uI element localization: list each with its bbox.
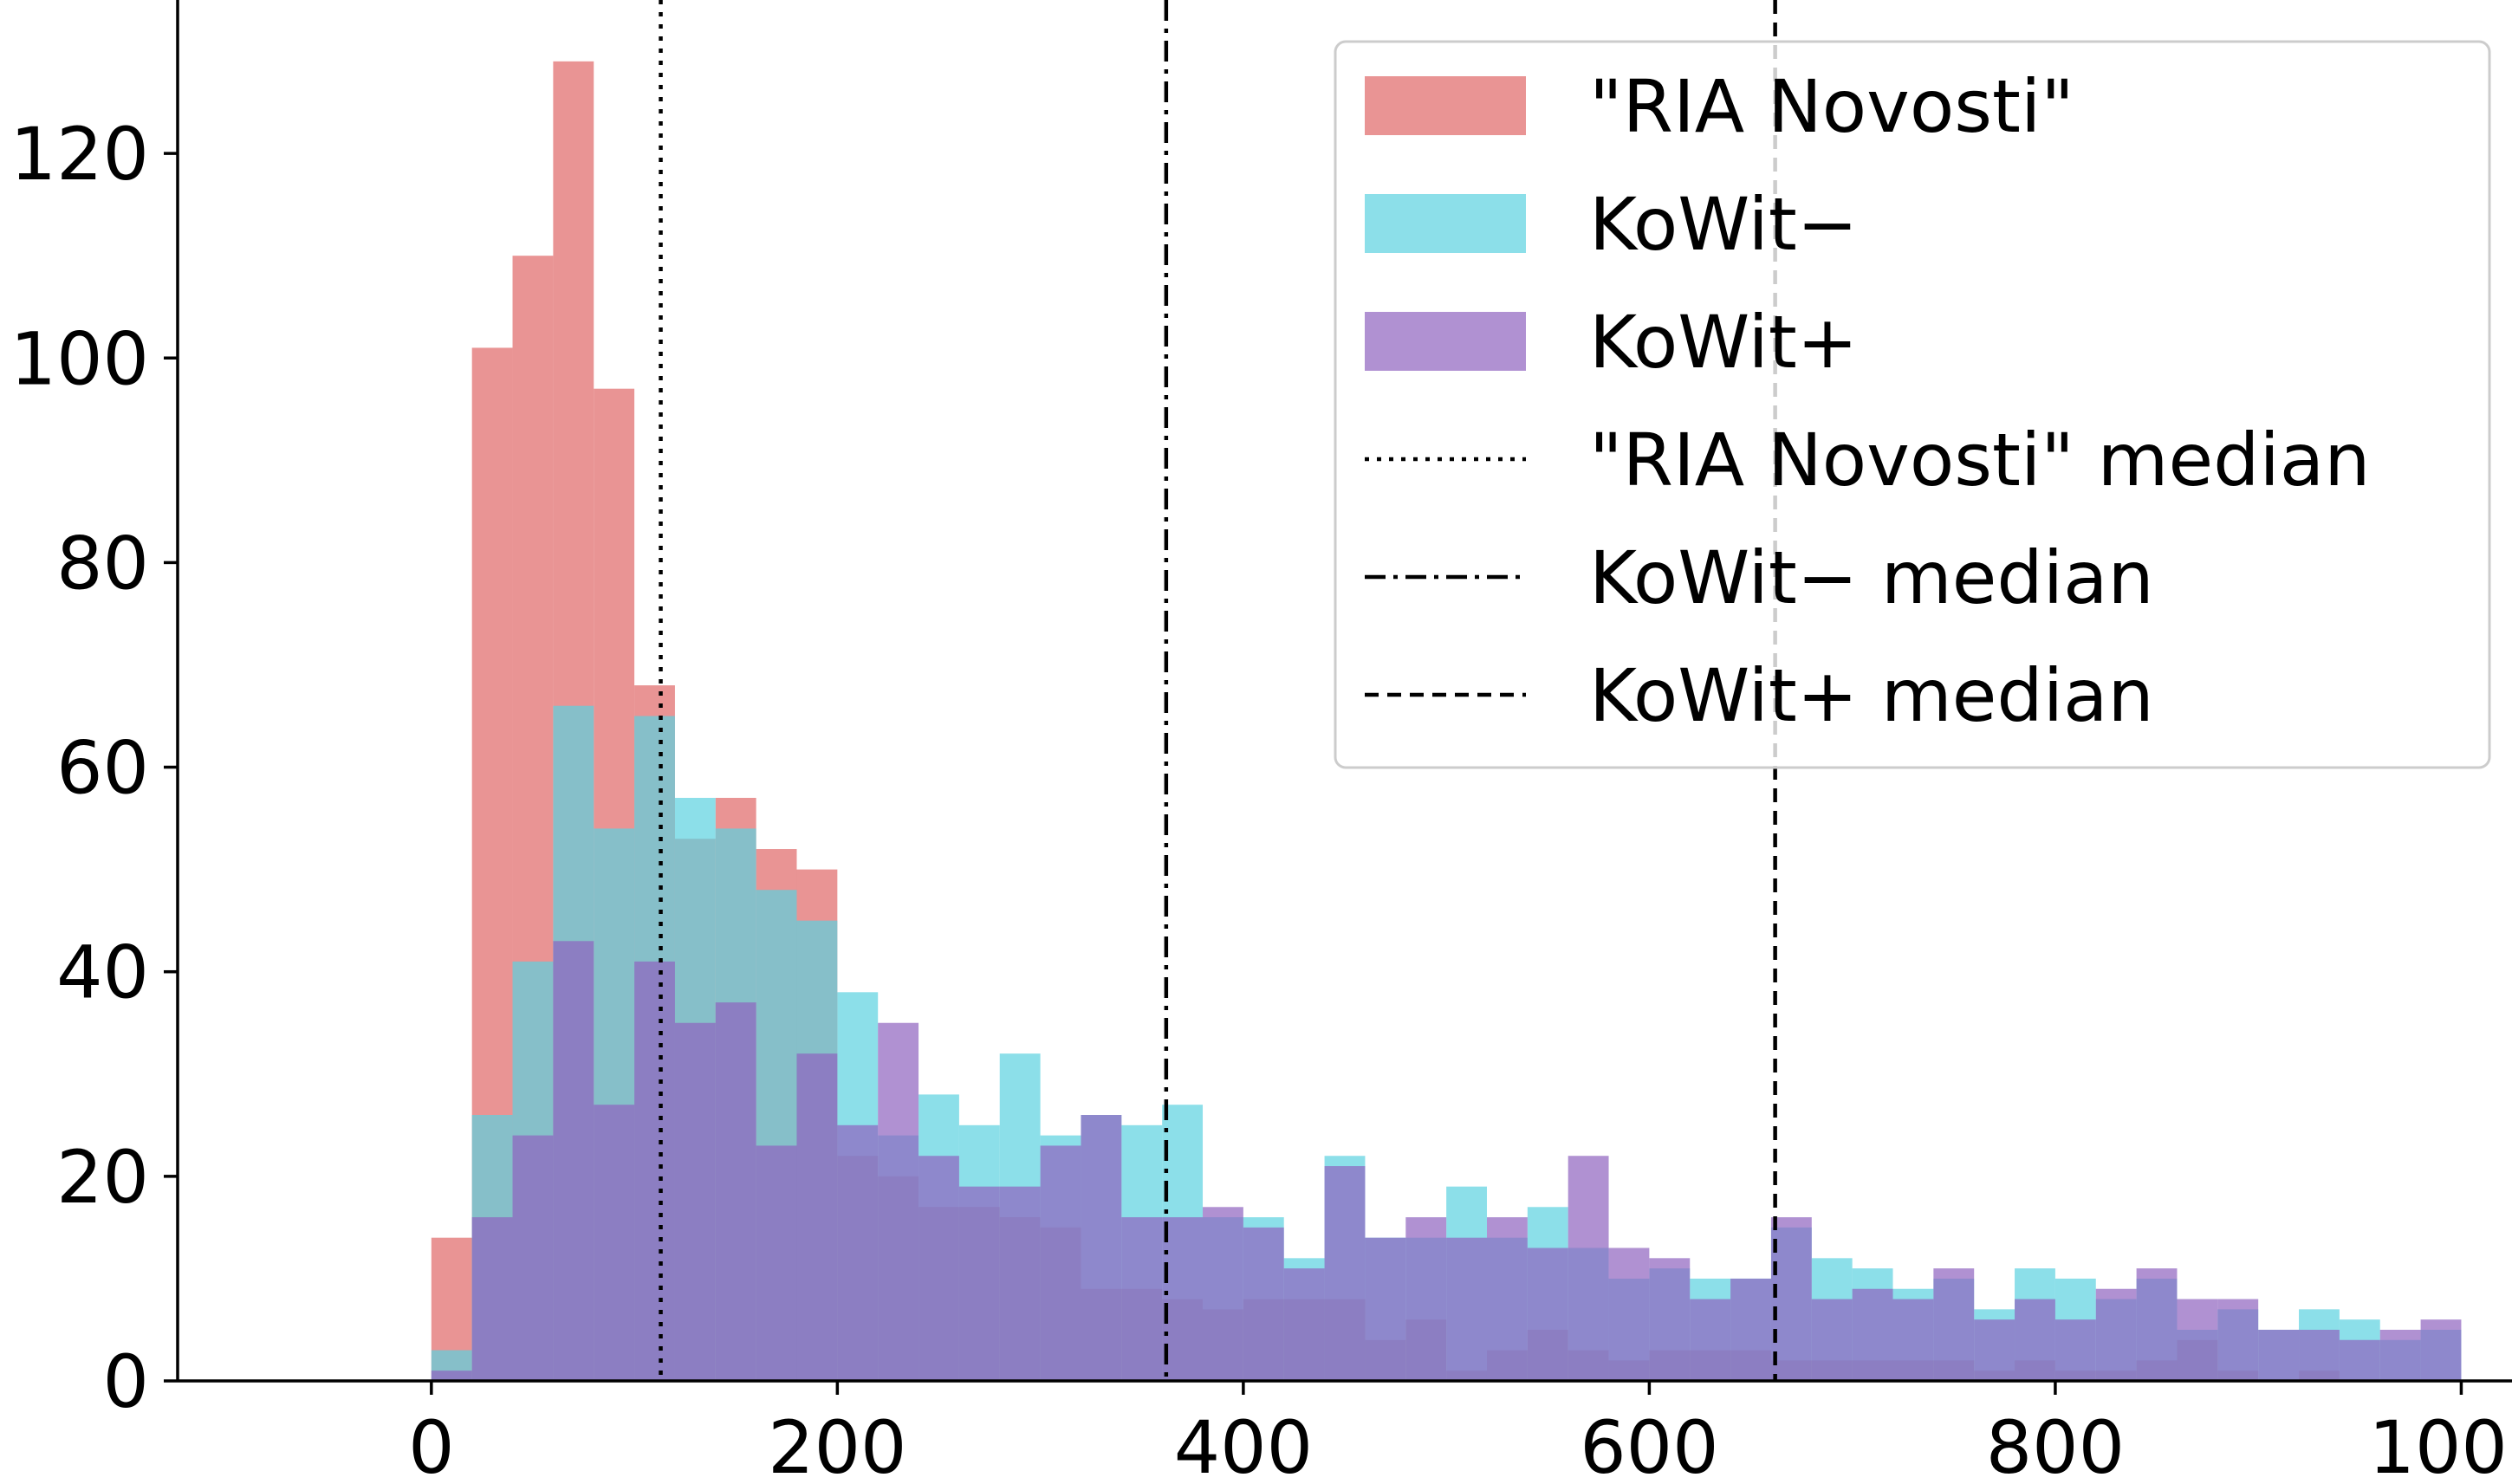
bar: [1974, 1319, 2015, 1381]
bar: [1568, 1156, 1609, 1381]
series-3-bars: [431, 941, 2462, 1381]
x-tick-label: 600: [1580, 1405, 1718, 1484]
x-tick-label: 800: [1986, 1405, 2125, 1484]
bar: [2299, 1329, 2340, 1381]
bar: [958, 1186, 1000, 1381]
bar: [1121, 1217, 1163, 1381]
legend-entry: KoWit−: [1365, 182, 1858, 267]
legend-entry: KoWit+ median: [1365, 653, 2154, 738]
bar: [1243, 1227, 1284, 1381]
legend-entry: KoWit+: [1365, 300, 1858, 385]
y-tick-label: 40: [56, 930, 149, 1015]
legend-swatch: [1365, 76, 1526, 135]
bar: [999, 1186, 1041, 1381]
bar: [1162, 1217, 1204, 1381]
legend-box: [1334, 40, 2491, 769]
bar: [2339, 1339, 2380, 1381]
bar: [553, 941, 594, 1381]
y-tick-label: 0: [103, 1339, 149, 1424]
y-tick-label: 20: [56, 1135, 149, 1220]
y-tick-label: 120: [10, 112, 149, 197]
bar: [2217, 1299, 2259, 1381]
bar: [1770, 1217, 1812, 1381]
legend: "RIA Novosti" KoWit− KoWit+ "RIA Novosti" m…: [1334, 40, 2491, 769]
bar: [918, 1156, 959, 1381]
bar: [756, 1145, 797, 1381]
bar: [796, 1053, 838, 1381]
bar: [2258, 1329, 2300, 1381]
bar: [878, 1022, 919, 1381]
legend-label: "RIA Novosti" median: [1589, 418, 2371, 502]
bar: [1203, 1207, 1243, 1381]
histogram-bars: [431, 61, 2462, 1381]
bar: [1690, 1299, 1731, 1381]
x-tick-label: 400: [1174, 1405, 1313, 1484]
bar: [674, 1022, 716, 1381]
legend-label: KoWit− median: [1589, 535, 2154, 620]
bar: [2015, 1299, 2055, 1381]
legend-label: KoWit+: [1589, 300, 1858, 385]
bar: [2420, 1319, 2462, 1381]
bar: [431, 1371, 472, 1381]
legend-swatch: [1365, 194, 1526, 253]
bar: [471, 1217, 513, 1381]
bar: [1040, 1145, 1081, 1381]
legend-label: "RIA Novosti": [1589, 64, 2074, 149]
bar: [1933, 1268, 1975, 1381]
bar: [1811, 1299, 1853, 1381]
bar: [1446, 1237, 1487, 1381]
legend-entry: "RIA Novosti": [1365, 64, 2074, 149]
x-tick-label: 0: [408, 1405, 454, 1484]
bar: [1365, 1237, 1406, 1381]
bar: [1527, 1247, 1568, 1381]
bar: [1852, 1288, 1893, 1381]
bar: [1283, 1268, 1325, 1381]
bar: [1405, 1217, 1447, 1381]
x-tick-label: 200: [768, 1405, 906, 1484]
bar: [715, 1002, 756, 1381]
y-tick-label: 60: [56, 726, 149, 811]
legend-swatch: [1365, 312, 1526, 371]
bar: [634, 961, 675, 1381]
bar: [2136, 1268, 2178, 1381]
bar: [2379, 1329, 2421, 1381]
legend-label: KoWit−: [1589, 182, 1858, 267]
bar: [1081, 1115, 1122, 1381]
bar: [2054, 1319, 2096, 1381]
bar: [1486, 1217, 1528, 1381]
bar: [1608, 1247, 1650, 1381]
bar: [512, 1135, 554, 1381]
bar: [1649, 1258, 1691, 1381]
bar: [1892, 1299, 1934, 1381]
bar: [594, 1105, 635, 1381]
bar: [837, 1124, 879, 1381]
legend-label: KoWit+ median: [1589, 653, 2154, 738]
bar: [1730, 1278, 1771, 1381]
bar: [2177, 1299, 2218, 1381]
legend-entry: "RIA Novosti" median: [1365, 418, 2371, 502]
bar: [2095, 1288, 2137, 1381]
bar: [1324, 1166, 1366, 1381]
y-tick-label: 100: [10, 316, 149, 401]
y-tick-label: 80: [56, 521, 149, 606]
legend-entry: KoWit− median: [1365, 535, 2154, 620]
